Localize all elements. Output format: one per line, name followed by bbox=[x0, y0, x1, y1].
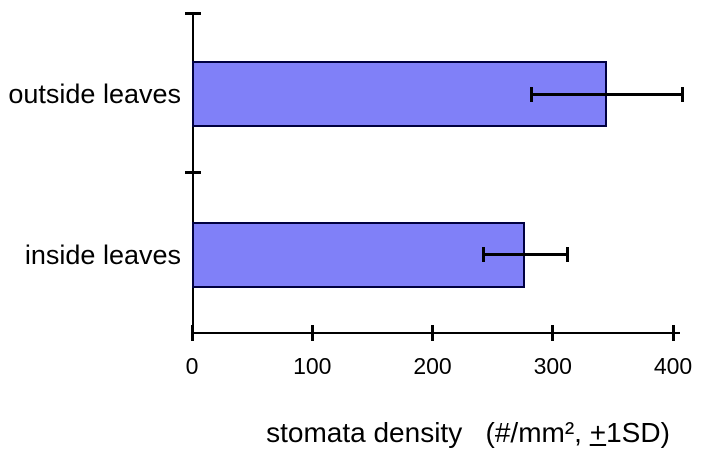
x-axis-tick bbox=[431, 325, 434, 341]
bar-inside-leaves bbox=[192, 221, 526, 288]
x-axis-title: stomata density (#/mm², +1SD) bbox=[235, 416, 701, 450]
x-axis-tick bbox=[551, 325, 555, 341]
y-axis-tick bbox=[185, 12, 201, 15]
x-axis-tick bbox=[671, 325, 675, 341]
x-axis-tick-label: 200 bbox=[413, 353, 452, 379]
x-axis-tick-label: 0 bbox=[185, 353, 199, 379]
category-label-inside-leaves: inside leaves bbox=[24, 239, 181, 270]
x-axis-line bbox=[191, 332, 680, 334]
error-bar-cap-left bbox=[529, 86, 533, 102]
x-axis-tick-label: 300 bbox=[533, 353, 572, 379]
error-bar-cap-left bbox=[481, 247, 485, 263]
error-bar-cap-right bbox=[565, 247, 569, 263]
x-axis-tick-label: 100 bbox=[293, 353, 332, 379]
error-bar-cap-right bbox=[681, 86, 685, 102]
category-label-outside-leaves: outside leaves bbox=[8, 79, 181, 110]
x-axis-title-plusminus: + bbox=[589, 417, 607, 448]
error-bar-line bbox=[483, 253, 568, 257]
x-axis-title-post: 1SD) bbox=[606, 417, 670, 448]
x-axis-tick bbox=[310, 325, 314, 341]
bar-outside-leaves bbox=[192, 61, 607, 128]
y-axis-tick bbox=[185, 171, 201, 174]
x-axis-title-pre: stomata density (#/mm², bbox=[266, 417, 590, 448]
x-axis-tick bbox=[190, 325, 194, 341]
x-axis-tick-label: 400 bbox=[653, 353, 693, 379]
error-bar-line bbox=[531, 92, 683, 96]
